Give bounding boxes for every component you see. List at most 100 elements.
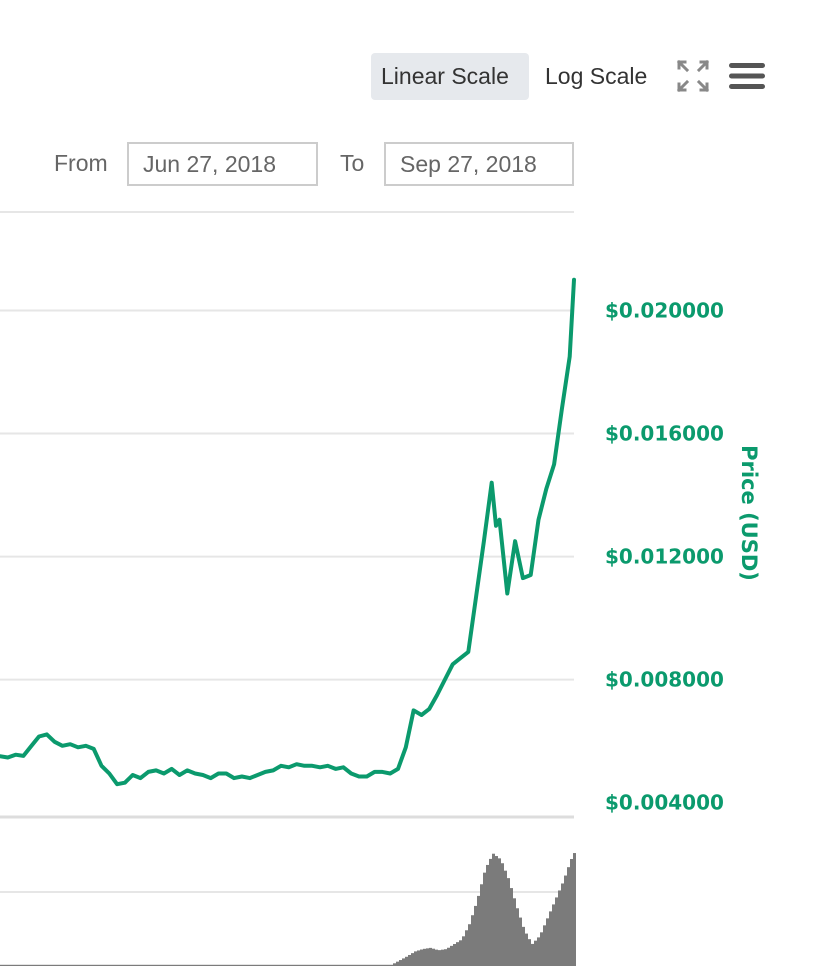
volume-bar <box>186 964 189 966</box>
volume-bar <box>564 875 567 966</box>
volume-bar <box>168 964 171 966</box>
from-date-input[interactable] <box>127 142 318 186</box>
volume-bar <box>171 964 174 966</box>
volume-bar <box>507 878 510 966</box>
volume-bar <box>558 890 561 966</box>
volume-bar <box>9 964 12 966</box>
volume-bar <box>561 883 564 966</box>
volume-bar <box>510 888 513 966</box>
volume-bar <box>519 917 522 966</box>
volume-bar <box>144 964 147 966</box>
volume-bar <box>51 964 54 966</box>
volume-bar <box>471 915 474 966</box>
volume-bar <box>183 964 186 966</box>
volume-bar <box>453 944 456 966</box>
volume-bar <box>405 956 408 966</box>
volume-bar <box>150 964 153 966</box>
volume-bar <box>108 964 111 966</box>
volume-bar <box>498 858 501 966</box>
volume-bar <box>294 964 297 966</box>
volume-bar <box>504 870 507 966</box>
y-tick-label: $0.012000 <box>605 545 724 569</box>
volume-bar <box>216 964 219 966</box>
volume-bar <box>78 964 81 966</box>
volume-bar <box>330 964 333 966</box>
volume-bar <box>60 964 63 966</box>
volume-bar <box>54 964 57 966</box>
volume-bar <box>324 964 327 966</box>
y-axis-tick-labels: $0.004000 $0.008000 $0.012000 $0.016000 $0.0… <box>605 298 724 814</box>
volume-bar <box>36 964 39 966</box>
volume-bar <box>90 964 93 966</box>
volume-bar <box>369 964 372 966</box>
volume-bar <box>264 964 267 966</box>
volume-bar <box>135 964 138 966</box>
grid-lines <box>0 211 574 893</box>
volume-bar <box>306 964 309 966</box>
volume-bar <box>114 964 117 966</box>
volume-bar <box>246 964 249 966</box>
volume-bar <box>279 964 282 966</box>
volume-bar <box>201 964 204 966</box>
y-axis-title: Price (USD) <box>737 445 761 581</box>
volume-bar <box>363 964 366 966</box>
volume-bar <box>39 964 42 966</box>
volume-bar <box>381 964 384 966</box>
volume-bar <box>84 964 87 966</box>
volume-bar <box>96 964 99 966</box>
fullscreen-icon <box>676 59 710 93</box>
volume-bar <box>384 964 387 966</box>
volume-bar <box>243 964 246 966</box>
volume-bar <box>537 937 540 966</box>
volume-bar <box>147 964 150 966</box>
volume-bar <box>261 964 264 966</box>
volume-bar <box>189 964 192 966</box>
fullscreen-button[interactable] <box>676 59 710 93</box>
volume-bar <box>495 856 498 966</box>
volume-bar <box>465 930 468 966</box>
volume-bar <box>63 964 66 966</box>
volume-bar <box>390 964 393 966</box>
volume-bars <box>0 853 576 966</box>
y-tick-label: $0.004000 <box>605 791 724 815</box>
volume-bar <box>153 964 156 966</box>
volume-bar <box>129 964 132 966</box>
volume-bar <box>573 853 576 966</box>
volume-bar <box>477 895 480 966</box>
volume-bar <box>438 950 441 966</box>
volume-bar <box>18 964 21 966</box>
volume-bar <box>0 964 3 966</box>
volume-bar <box>93 964 96 966</box>
volume-bar <box>234 964 237 966</box>
volume-bar <box>327 964 330 966</box>
from-label: From <box>54 150 108 176</box>
volume-bar <box>528 939 531 966</box>
volume-bar <box>552 904 555 966</box>
volume-bar <box>303 964 306 966</box>
volume-bar <box>321 964 324 966</box>
volume-bar <box>231 964 234 966</box>
volume-bar <box>399 960 402 966</box>
price-series-line <box>0 277 576 787</box>
volume-bar <box>333 964 336 966</box>
volume-bar <box>483 872 486 966</box>
volume-bar <box>48 964 51 966</box>
to-date-input[interactable] <box>384 142 574 186</box>
chart-menu-button[interactable] <box>727 59 767 93</box>
volume-bar <box>357 964 360 966</box>
volume-bar <box>447 947 450 966</box>
volume-bar <box>276 964 279 966</box>
volume-bar <box>225 964 228 966</box>
log-scale-button[interactable]: Log Scale <box>545 63 648 89</box>
y-tick-label: $0.020000 <box>605 298 724 322</box>
linear-scale-button[interactable]: Linear Scale <box>371 53 529 100</box>
volume-bar <box>27 964 30 966</box>
volume-bar <box>21 964 24 966</box>
y-tick-label: $0.008000 <box>605 668 724 692</box>
volume-bar <box>450 945 453 966</box>
volume-bar <box>396 961 399 966</box>
volume-bar <box>255 964 258 966</box>
volume-bar <box>351 964 354 966</box>
volume-bar <box>441 949 444 966</box>
volume-bar <box>468 924 471 966</box>
